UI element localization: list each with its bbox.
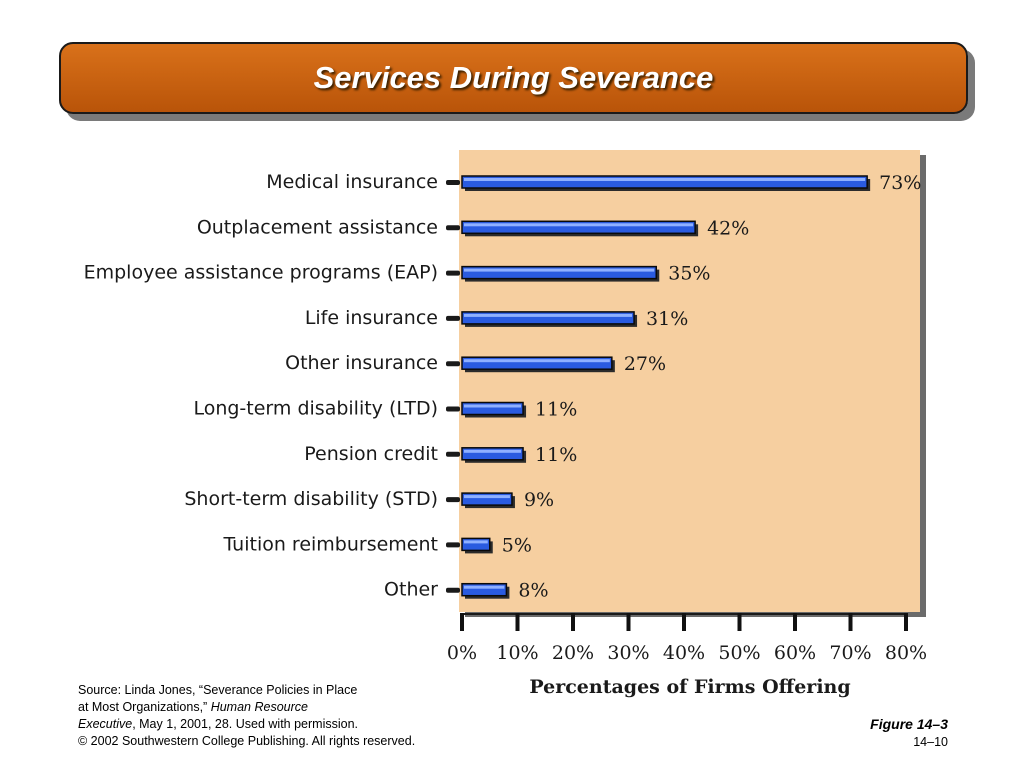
- x-tick-label-10: 10%: [496, 642, 538, 664]
- x-tick-0: [460, 613, 464, 631]
- bar-medical-insurance: [461, 175, 868, 189]
- source-line-3-text: , May 1, 2001, 28. Used with permission.: [132, 717, 359, 731]
- category-tick-short-term-disability-std: [446, 497, 460, 503]
- bar-highlight-outplacement-assistance: [464, 223, 694, 227]
- category-label-other: Other: [384, 579, 438, 601]
- x-tick-60: [793, 613, 797, 631]
- value-label-other-insurance: 27%: [624, 353, 666, 375]
- bar-short-term-disability-std: [461, 492, 513, 506]
- value-label-life-insurance: 31%: [646, 308, 688, 330]
- source-line-2-text: at Most Organizations,”: [78, 700, 211, 714]
- category-label-pension-credit: Pension credit: [304, 443, 438, 465]
- bar-employee-assistance-programs-eap: [461, 265, 657, 280]
- category-label-medical-insurance: Medical insurance: [266, 171, 438, 193]
- page-number: 14–10: [913, 735, 948, 749]
- bar-highlight-short-term-disability-std: [464, 495, 510, 499]
- x-tick-20: [571, 613, 575, 631]
- category-tick-medical-insurance: [446, 180, 460, 185]
- x-tick-50: [737, 613, 742, 631]
- bar-highlight-medical-insurance: [464, 178, 866, 181]
- bar-chart: 0% 10% 20% 30% 40% 50% 60% 70% 80% Percentages of…: [84, 150, 927, 698]
- x-axis-title: Percentages of Firms Offering: [529, 676, 850, 698]
- category-label-long-term-disability-ltd: Long-term disability (LTD): [193, 398, 438, 420]
- category-label-short-term-disability-std: Short-term disability (STD): [184, 488, 438, 510]
- x-tick-label-30: 30%: [607, 642, 649, 664]
- x-tick-40: [682, 613, 686, 631]
- value-label-tuition-reimbursement: 5%: [502, 534, 532, 556]
- bar-tuition-reimbursement: [461, 537, 491, 552]
- bar-highlight-tuition-reimbursement: [464, 540, 488, 544]
- category-tick-life-insurance: [446, 315, 460, 321]
- bar-other-insurance: [461, 356, 613, 370]
- bar-other: [461, 582, 508, 597]
- x-tick-label-60: 60%: [774, 642, 816, 664]
- x-tick-label-80: 80%: [885, 642, 927, 664]
- copyright-notice: © 2002 Southwestern College Publishing. …: [78, 734, 416, 748]
- value-label-pension-credit: 11%: [535, 444, 577, 466]
- value-label-medical-insurance: 73%: [879, 172, 921, 194]
- bar-life-insurance: [461, 311, 635, 325]
- x-tick-label-20: 20%: [552, 642, 594, 664]
- source-citation: Source: Linda Jones, “Severance Policies…: [78, 682, 498, 750]
- bar-highlight-life-insurance: [464, 313, 633, 317]
- category-label-tuition-reimbursement: Tuition reimbursement: [222, 533, 438, 555]
- x-tick-70: [848, 613, 853, 631]
- source-line-3: Executive, May 1, 2001, 28. Used with pe…: [78, 716, 498, 733]
- category-label-life-insurance: Life insurance: [305, 307, 438, 329]
- bar-outplacement-assistance: [461, 220, 696, 235]
- value-label-short-term-disability-std: 9%: [524, 489, 554, 511]
- source-journal-part2: Executive: [78, 717, 133, 731]
- source-journal-part1: Human Resource: [210, 700, 308, 714]
- category-tick-other-insurance: [446, 361, 460, 367]
- title-bar: Services During Severance: [59, 42, 968, 114]
- figure-label: Figure 14–3: [870, 716, 948, 732]
- category-tick-long-term-disability-ltd: [446, 406, 460, 412]
- value-label-outplacement-assistance: 42%: [707, 217, 749, 239]
- category-label-other-insurance: Other insurance: [285, 352, 438, 374]
- x-tick-10: [515, 613, 520, 631]
- x-tick-30: [626, 613, 631, 631]
- x-tick-label-50: 50%: [718, 642, 760, 664]
- value-label-other: 8%: [518, 580, 548, 602]
- bar-pension-credit: [461, 447, 524, 461]
- category-label-employee-assistance-programs-eap: Employee assistance programs (EAP): [84, 262, 438, 284]
- category-tick-outplacement-assistance: [446, 225, 460, 231]
- bar-highlight-employee-assistance-programs-eap: [464, 268, 655, 272]
- category-label-outplacement-assistance: Outplacement assistance: [197, 216, 438, 238]
- bar-highlight-other-insurance: [464, 359, 610, 363]
- bar-highlight-other: [464, 585, 505, 589]
- bar-long-term-disability-ltd: [461, 401, 524, 416]
- category-tick-employee-assistance-programs-eap: [446, 270, 460, 276]
- x-tick-80: [904, 613, 908, 631]
- category-tick-other: [446, 587, 460, 593]
- value-label-employee-assistance-programs-eap: 35%: [668, 263, 710, 285]
- category-tick-pension-credit: [446, 451, 460, 457]
- slide-title: Services During Severance: [313, 60, 714, 95]
- bar-highlight-long-term-disability-ltd: [464, 404, 522, 408]
- source-line-1: Source: Linda Jones, “Severance Policies…: [78, 683, 358, 697]
- source-line-2: at Most Organizations,” Human Resource: [78, 699, 498, 716]
- bar-highlight-pension-credit: [464, 449, 522, 453]
- value-label-long-term-disability-ltd: 11%: [535, 399, 577, 421]
- x-tick-label-40: 40%: [663, 642, 705, 664]
- x-tick-label-0: 0%: [447, 642, 477, 664]
- category-tick-tuition-reimbursement: [446, 542, 460, 548]
- x-tick-label-70: 70%: [829, 642, 871, 664]
